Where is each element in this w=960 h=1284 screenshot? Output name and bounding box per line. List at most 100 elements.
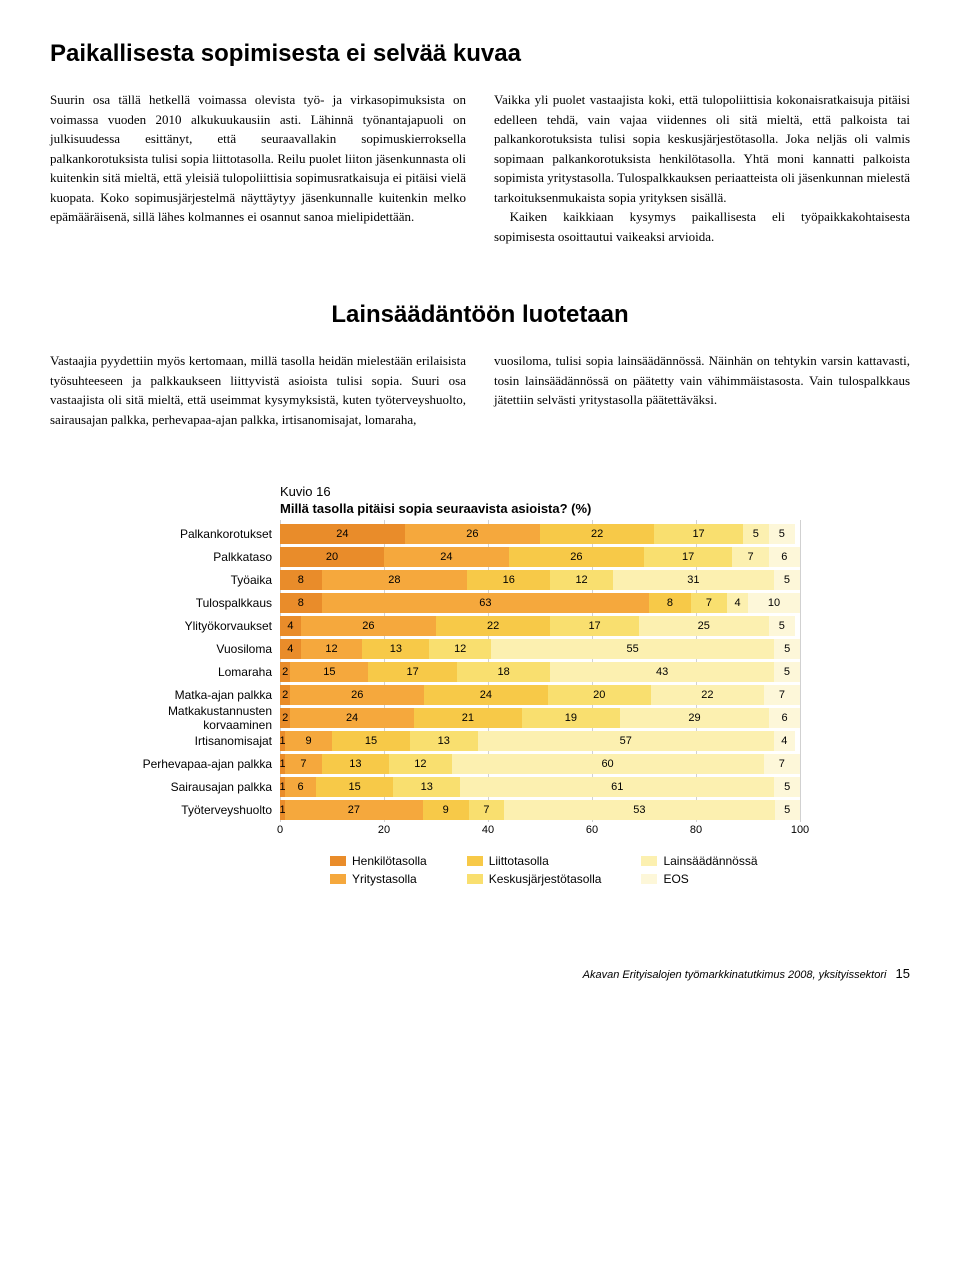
chart-segment: 13 — [362, 639, 429, 659]
chart-segment: 12 — [389, 754, 451, 774]
section2-right: vuosiloma, tulisi sopia lainsäädännössä.… — [494, 351, 910, 429]
footer-text: Akavan Erityisalojen työmarkkinatutkimus… — [583, 969, 887, 981]
chart-segment: 15 — [332, 731, 410, 751]
chart-row: Työaika8281612315 — [110, 570, 910, 590]
chart-segment: 5 — [775, 800, 800, 820]
chart-segment: 26 — [301, 616, 436, 636]
chart-segment: 13 — [393, 777, 460, 797]
legend-label: Yritystasolla — [352, 872, 417, 886]
chart-segment: 57 — [478, 731, 774, 751]
chart-segment: 8 — [649, 593, 691, 613]
chart-row-label: Sairausajan palkka — [110, 780, 280, 794]
legend-label: EOS — [663, 872, 688, 886]
chart-segment: 5 — [769, 524, 795, 544]
chart-row: Tulospalkkaus86387410 — [110, 593, 910, 613]
chart-axis: 020406080100 — [110, 822, 910, 838]
chart-row: Vuosiloma4121312555 — [110, 639, 910, 659]
chart-row-bars: 2151718435 — [280, 662, 800, 682]
chart-segment: 55 — [491, 639, 774, 659]
chart-segment: 43 — [550, 662, 774, 682]
chart-row-label: Palkankorotukset — [110, 527, 280, 541]
section1-left: Suurin osa tällä hetkellä voimassa olevi… — [50, 90, 466, 246]
chart-segment: 5 — [774, 570, 800, 590]
chart-segment: 18 — [457, 662, 551, 682]
chart-segment: 5 — [774, 777, 800, 797]
section2-right-p0: vuosiloma, tulisi sopia lainsäädännössä.… — [494, 351, 910, 410]
chart-segment: 9 — [285, 731, 332, 751]
chart-row-label: Matkakustannusten korvaaminen — [110, 704, 280, 732]
chart-segment: 13 — [410, 731, 478, 751]
axis-tick: 80 — [690, 824, 702, 836]
chart-row-label: Tulospalkkaus — [110, 596, 280, 610]
page-footer: Akavan Erityisalojen työmarkkinatutkimus… — [50, 966, 910, 981]
chart-row-bars: 12797535 — [280, 800, 800, 820]
chart-segment: 17 — [368, 662, 456, 682]
chart-segment: 4 — [280, 616, 301, 636]
legend-item: Henkilötasolla — [330, 854, 427, 868]
chart-segment: 7 — [764, 754, 800, 774]
chart-row-label: Lomaraha — [110, 665, 280, 679]
chart-row: Työterveyshuolto12797535 — [110, 800, 910, 820]
legend-swatch — [641, 874, 657, 884]
section1-right-p1: Kaiken kaikkiaan kysymys paikallisesta e… — [494, 207, 910, 246]
chart-segment: 24 — [290, 708, 414, 728]
chart-row-label: Matka-ajan palkka — [110, 688, 280, 702]
chart-row-bars: 191513574 — [280, 731, 800, 751]
chart-row: Matka-ajan palkka2262420227 — [110, 685, 910, 705]
section1-columns: Suurin osa tällä hetkellä voimassa olevi… — [50, 90, 910, 246]
chart-segment: 17 — [550, 616, 638, 636]
chart-row-bars: 2242119296 — [280, 708, 800, 728]
axis-tick: 40 — [482, 824, 494, 836]
chart-row-bars: 4121312555 — [280, 639, 800, 659]
chart-segment: 29 — [620, 708, 769, 728]
chart-segment: 2 — [280, 708, 290, 728]
legend-swatch — [330, 856, 346, 866]
chart-segment: 20 — [280, 547, 384, 567]
section1-right-p0: Vaikka yli puolet vastaajista koki, että… — [494, 90, 910, 207]
chart-segment: 17 — [644, 547, 732, 567]
axis-tick: 20 — [378, 824, 390, 836]
chart-segment: 5 — [743, 524, 769, 544]
chart-segment: 2 — [280, 662, 290, 682]
chart-row: Lomaraha2151718435 — [110, 662, 910, 682]
legend-label: Liittotasolla — [489, 854, 549, 868]
chart-legend: Henkilötasolla Yritystasolla Liittotasolla… — [330, 854, 910, 886]
chart-segment: 8 — [280, 593, 322, 613]
chart-row-label: Perhevapaa-ajan palkka — [110, 757, 280, 771]
chart-segment: 26 — [405, 524, 540, 544]
chart-row-label: Työaika — [110, 573, 280, 587]
chart-segment: 4 — [280, 639, 301, 659]
chart-row: Palkkataso2024261776 — [110, 547, 910, 567]
chart-header: Kuvio 16 Millä tasolla pitäisi sopia seu… — [280, 484, 910, 516]
chart-row-label: Työterveyshuolto — [110, 803, 280, 817]
legend-item: Keskusjärjestötasolla — [467, 872, 602, 886]
chart-row: Sairausajan palkka161513615 — [110, 777, 910, 797]
chart-segment: 22 — [651, 685, 764, 705]
chart-row: Palkankorotukset2426221755 — [110, 524, 910, 544]
legend-label: Lainsäädännössä — [663, 854, 757, 868]
section2-left-p0: Vastaajia pyydettiin myös kertomaan, mil… — [50, 351, 466, 429]
chart-segment: 24 — [280, 524, 405, 544]
chart-segment: 28 — [322, 570, 468, 590]
section1-title: Paikallisesta sopimisesta ei selvää kuva… — [50, 40, 910, 68]
chart-row-bars: 2426221755 — [280, 524, 800, 544]
footer-page-number: 15 — [896, 966, 910, 981]
chart-segment: 5 — [774, 639, 800, 659]
chart-segment: 8 — [280, 570, 322, 590]
chart-segment: 12 — [429, 639, 491, 659]
section2-columns: Vastaajia pyydettiin myös kertomaan, mil… — [50, 351, 910, 429]
chart-axis-ticks: 020406080100 — [280, 822, 800, 838]
chart-row-bars: 161513615 — [280, 777, 800, 797]
chart-segment: 9 — [423, 800, 469, 820]
legend-swatch — [467, 856, 483, 866]
chart-segment: 19 — [522, 708, 620, 728]
chart-segment: 4 — [774, 731, 795, 751]
chart-segment: 10 — [748, 593, 800, 613]
legend-item: Liittotasolla — [467, 854, 602, 868]
chart-segment: 7 — [691, 593, 727, 613]
chart-row-bars: 8281612315 — [280, 570, 800, 590]
section2-title: Lainsäädäntöön luotetaan — [50, 301, 910, 329]
section2-left: Vastaajia pyydettiin myös kertomaan, mil… — [50, 351, 466, 429]
legend-swatch — [467, 874, 483, 884]
chart-area: Palkankorotukset2426221755Palkkataso2024… — [110, 524, 910, 820]
